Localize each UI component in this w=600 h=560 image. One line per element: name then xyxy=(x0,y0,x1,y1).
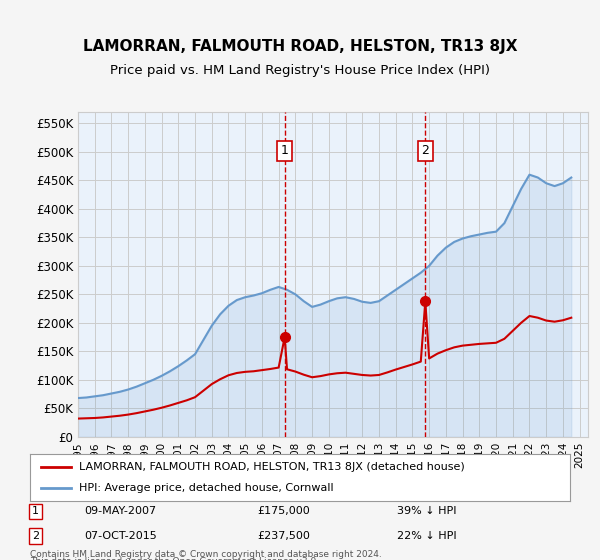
Text: £175,000: £175,000 xyxy=(257,506,310,516)
Text: £237,500: £237,500 xyxy=(257,531,310,541)
Text: HPI: Average price, detached house, Cornwall: HPI: Average price, detached house, Corn… xyxy=(79,483,333,493)
Text: 39% ↓ HPI: 39% ↓ HPI xyxy=(397,506,457,516)
Text: 1: 1 xyxy=(32,506,39,516)
Text: 2: 2 xyxy=(421,144,429,157)
Text: LAMORRAN, FALMOUTH ROAD, HELSTON, TR13 8JX: LAMORRAN, FALMOUTH ROAD, HELSTON, TR13 8… xyxy=(83,39,517,54)
Text: 2: 2 xyxy=(32,531,39,541)
Text: Contains HM Land Registry data © Crown copyright and database right 2024.: Contains HM Land Registry data © Crown c… xyxy=(30,550,382,559)
Text: 07-OCT-2015: 07-OCT-2015 xyxy=(84,531,157,541)
Text: 09-MAY-2007: 09-MAY-2007 xyxy=(84,506,156,516)
Text: This data is licensed under the Open Government Licence v3.0.: This data is licensed under the Open Gov… xyxy=(30,557,319,560)
Text: 1: 1 xyxy=(281,144,289,157)
Text: 22% ↓ HPI: 22% ↓ HPI xyxy=(397,531,457,541)
Text: Price paid vs. HM Land Registry's House Price Index (HPI): Price paid vs. HM Land Registry's House … xyxy=(110,64,490,77)
Text: LAMORRAN, FALMOUTH ROAD, HELSTON, TR13 8JX (detached house): LAMORRAN, FALMOUTH ROAD, HELSTON, TR13 8… xyxy=(79,462,464,472)
